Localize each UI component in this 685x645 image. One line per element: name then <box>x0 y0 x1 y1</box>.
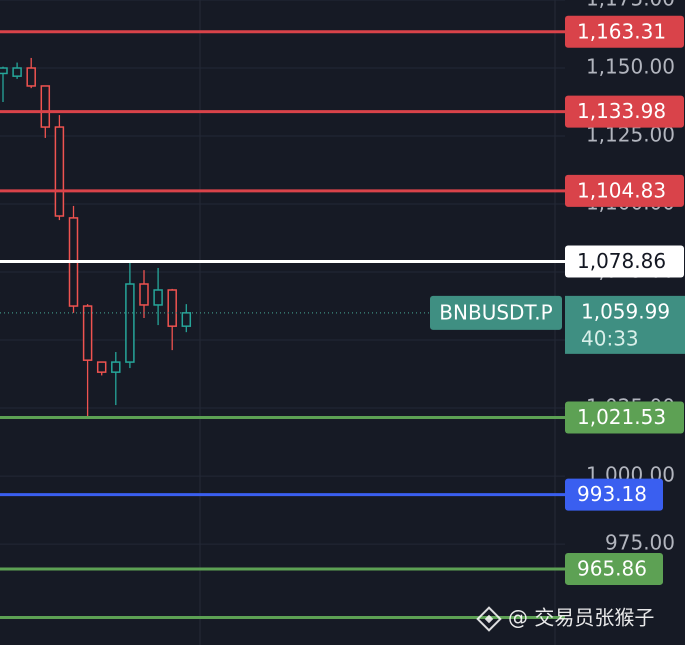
level-label: 1,021.53 <box>577 405 666 429</box>
y-tick-label: 1,175.00 <box>586 0 675 11</box>
candle-body <box>40 85 51 128</box>
candle-body <box>111 361 121 373</box>
watermark-text: @ 交易员张猴子 <box>508 606 654 630</box>
y-tick-label: 975.00 <box>605 531 675 555</box>
candle-body <box>181 312 192 327</box>
candle-body <box>12 67 22 77</box>
candle-body <box>0 67 8 75</box>
price-badge <box>565 295 685 354</box>
grid <box>0 0 565 545</box>
level-label: 1,078.86 <box>577 249 666 273</box>
candle-body <box>82 305 93 361</box>
symbol-badge <box>430 295 562 330</box>
countdown-label: 40:33 <box>581 326 639 350</box>
candle-body <box>139 283 149 306</box>
level-label: 1,104.83 <box>577 178 666 202</box>
level-badge <box>565 478 663 511</box>
candle-body <box>96 361 107 373</box>
level-label: 965.86 <box>577 556 647 580</box>
candle-body <box>26 67 36 87</box>
candle-body <box>125 283 135 363</box>
candle-body <box>153 289 163 306</box>
level-badge <box>565 552 663 585</box>
level-badge <box>565 401 684 434</box>
candle-body <box>167 289 177 327</box>
candle-body <box>54 126 65 217</box>
symbol-label: BNBUSDT.P <box>439 300 552 324</box>
y-tick-label: 1,150.00 <box>586 55 675 79</box>
level-badge <box>565 95 684 128</box>
levels: 1,163.31 1,133.98 1,104.83 1,078.86 1,021.53… <box>0 15 685 620</box>
level-badge <box>565 15 684 48</box>
level-label: 1,163.31 <box>577 19 666 43</box>
level-label: 993.18 <box>577 482 647 506</box>
level-label: 1,133.98 <box>577 99 666 123</box>
level-badge <box>565 174 684 207</box>
price-label: 1,059.99 <box>581 299 670 323</box>
level-badge <box>565 245 684 278</box>
